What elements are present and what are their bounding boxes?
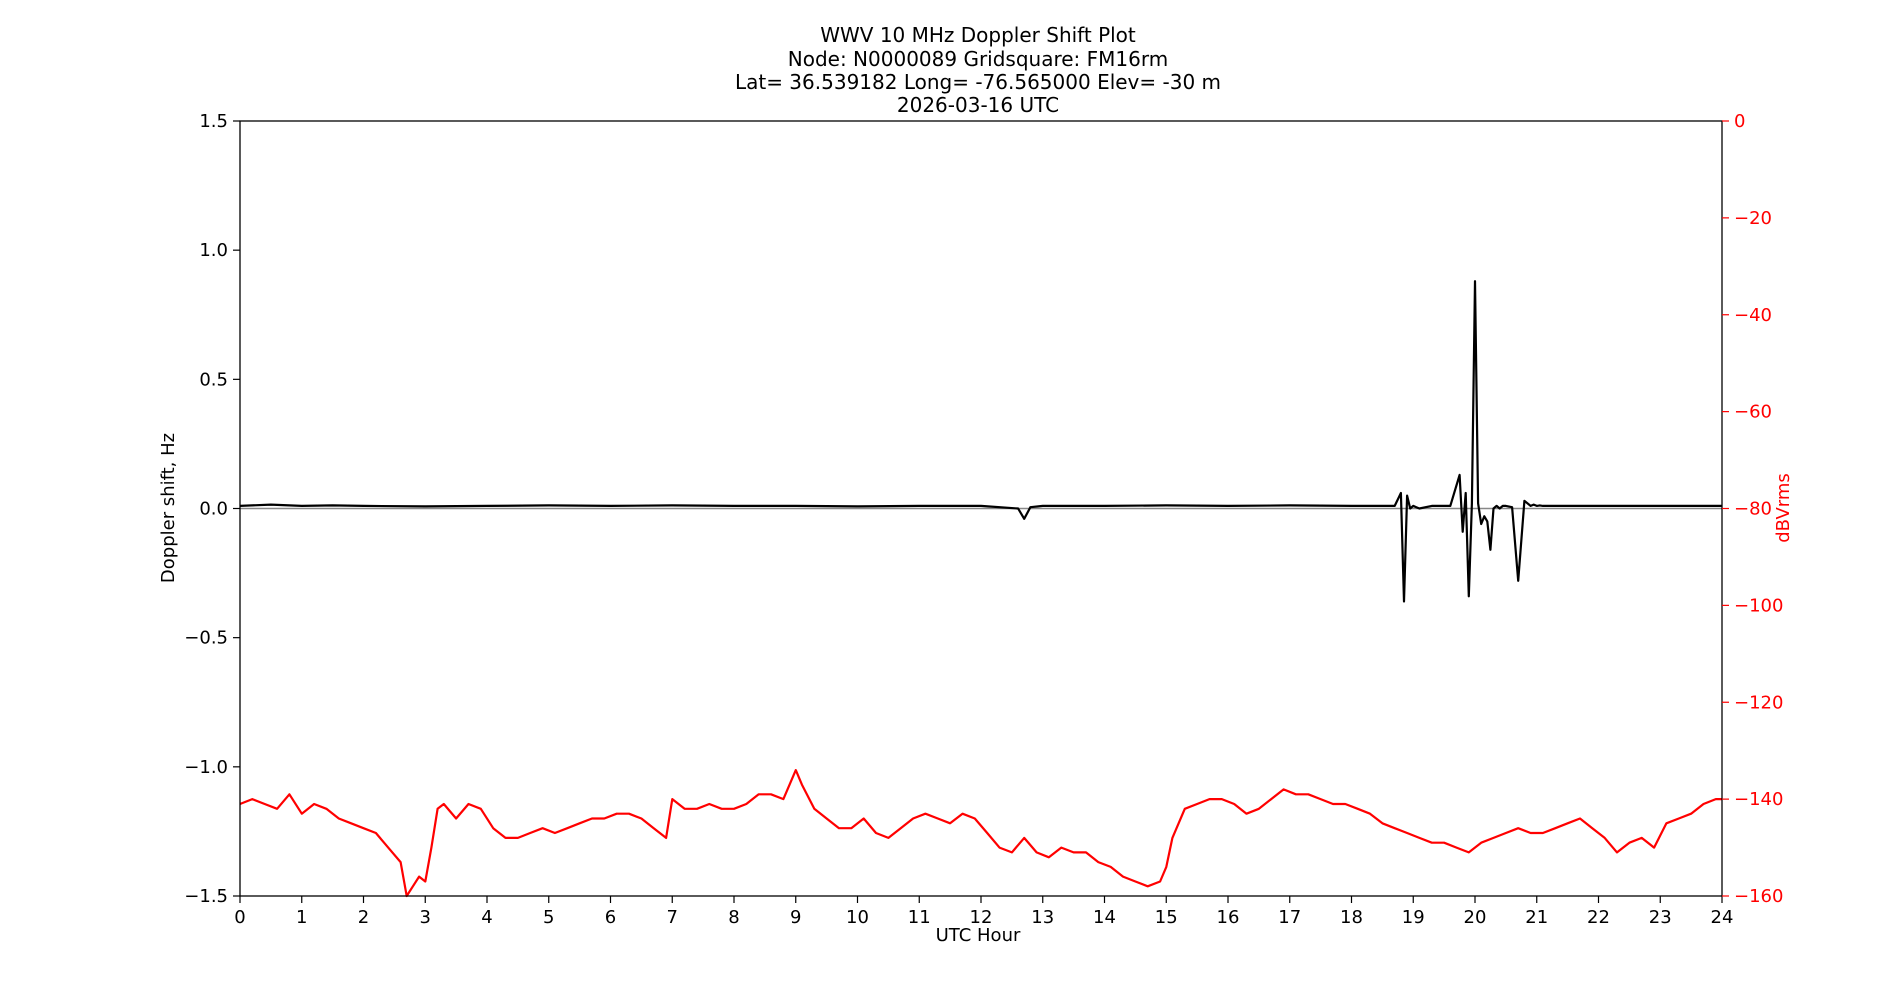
x-tick-label: 22 <box>1587 907 1610 928</box>
y-left-tick-label: −1.0 <box>184 757 228 778</box>
x-tick-label: 9 <box>790 907 801 928</box>
title-line-2: Node: N0000089 Gridsquare: FM16rm <box>788 47 1168 71</box>
x-tick-label: 3 <box>420 907 431 928</box>
x-tick-label: 7 <box>667 907 678 928</box>
x-tick-label: 2 <box>358 907 369 928</box>
x-tick-label: 23 <box>1649 907 1672 928</box>
title-line-4: 2026-03-16 UTC <box>897 93 1059 117</box>
y-right-tick-label: −60 <box>1734 402 1772 423</box>
x-tick-label: 15 <box>1155 907 1178 928</box>
y-right-tick-label: −100 <box>1734 595 1783 616</box>
y-axis-label-left: Doppler shift, Hz <box>158 433 179 583</box>
x-tick-label: 20 <box>1464 907 1487 928</box>
x-tick-label: 6 <box>605 907 616 928</box>
x-tick-label: 4 <box>481 907 492 928</box>
x-tick-label: 24 <box>1711 907 1734 928</box>
title-line-1: WWV 10 MHz Doppler Shift Plot <box>820 23 1136 47</box>
y-right-tick-label: −40 <box>1734 305 1772 326</box>
y-left-tick-label: −1.5 <box>184 886 228 907</box>
x-tick-label: 13 <box>1031 907 1054 928</box>
x-tick-label: 11 <box>908 907 931 928</box>
x-tick-label: 21 <box>1525 907 1548 928</box>
x-tick-label: 16 <box>1217 907 1240 928</box>
y-left-tick-label: 1.0 <box>199 240 228 261</box>
y-axis-label-right: dBVrms <box>1773 473 1794 543</box>
x-tick-label: 10 <box>846 907 869 928</box>
y-left-tick-label: 0.5 <box>199 369 228 390</box>
x-tick-label: 19 <box>1402 907 1425 928</box>
y-right-tick-label: −140 <box>1734 789 1783 810</box>
y-right-tick-label: −160 <box>1734 886 1783 907</box>
y-right-tick-label: 0 <box>1734 111 1745 132</box>
y-right-tick-label: −20 <box>1734 208 1772 229</box>
y-left-tick-label: 1.5 <box>199 111 228 132</box>
x-tick-label: 12 <box>970 907 993 928</box>
x-tick-label: 0 <box>234 907 245 928</box>
x-tick-label: 1 <box>296 907 307 928</box>
x-axis-label: UTC Hour <box>936 925 1021 946</box>
series-layer <box>239 280 1722 898</box>
axes-layer: 0 1 2 3 4 5 6 7 8 9 10 11 12 13 14 15 16 17 18 19 20 21 22 23 24… <box>184 111 1783 928</box>
y-right-tick-label: −120 <box>1734 692 1783 713</box>
y-left-tick-label: 0.0 <box>199 499 228 520</box>
title-line-3: Lat= 36.539182 Long= -76.565000 Elev= -3… <box>735 70 1221 94</box>
power-series-line <box>239 768 1722 898</box>
x-tick-label: 17 <box>1278 907 1301 928</box>
doppler-series-line <box>239 280 1722 603</box>
x-tick-label: 18 <box>1340 907 1363 928</box>
y-left-tick-label: −0.5 <box>184 628 228 649</box>
x-tick-label: 5 <box>543 907 554 928</box>
x-tick-label: 14 <box>1093 907 1116 928</box>
chart-title: WWV 10 MHz Doppler Shift Plot Node: N000… <box>735 23 1221 117</box>
x-tick-label: 8 <box>728 907 739 928</box>
y-right-tick-label: −80 <box>1734 499 1772 520</box>
